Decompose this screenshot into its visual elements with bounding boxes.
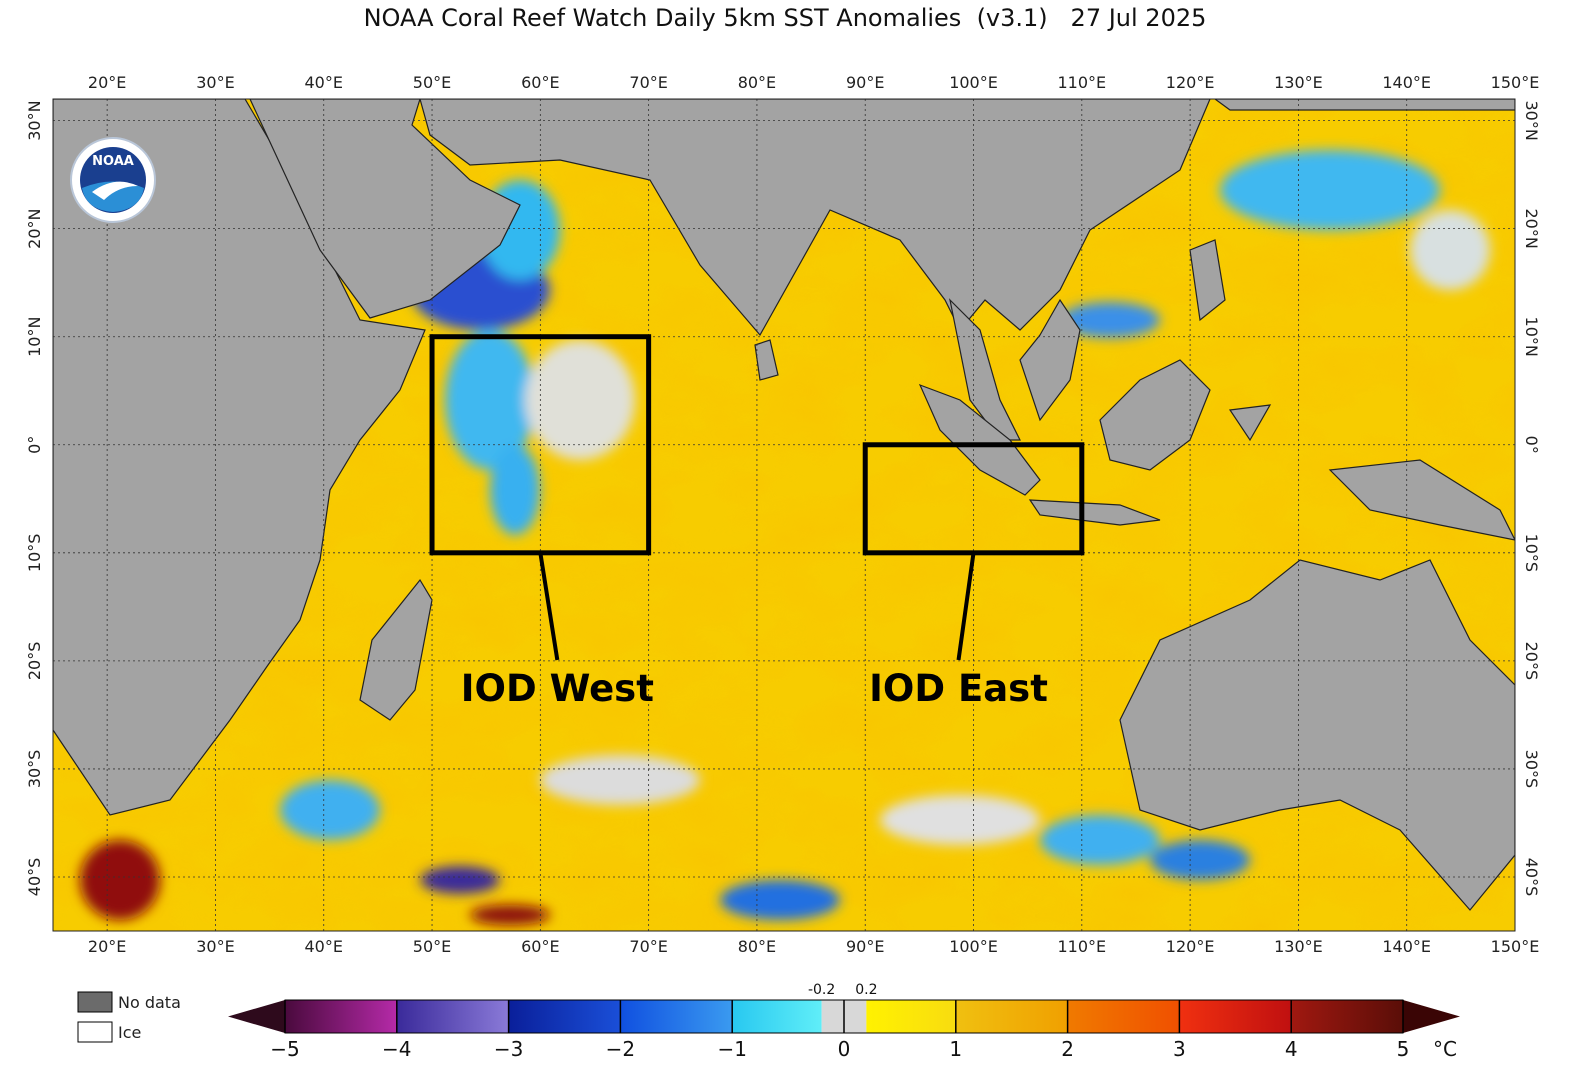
lon-label-bottom: 30°E <box>196 937 234 956</box>
colorbar-segment <box>955 1000 1068 1033</box>
lat-label-right: 30°S <box>1522 750 1541 789</box>
colorbar-segment <box>285 1000 397 1033</box>
lat-label-left: 0° <box>25 436 44 454</box>
lon-label-top: 150°E <box>1491 73 1540 92</box>
colorbar-minor-label: -0.2 <box>808 982 835 998</box>
lon-label-bottom: 120°E <box>1166 937 1215 956</box>
colorbar-minor-label: 0.2 <box>855 982 877 998</box>
lon-label-bottom: 110°E <box>1057 937 1106 956</box>
colorbar-tick-label: 4 <box>1285 1037 1298 1061</box>
lon-label-top: 60°E <box>521 73 559 92</box>
map-frame <box>52 98 1516 932</box>
colorbar-segment <box>396 1000 509 1033</box>
lon-label-bottom: 40°E <box>305 937 343 956</box>
lon-label-bottom: 130°E <box>1274 937 1323 956</box>
region-leader <box>956 552 976 661</box>
lon-label-top: 40°E <box>305 73 343 92</box>
legend-swatch <box>77 1021 113 1043</box>
lat-label-left: 40°S <box>25 858 44 897</box>
region-label: IOD East <box>869 667 1048 710</box>
lon-label-bottom: 100°E <box>949 937 998 956</box>
lon-label-bottom: 150°E <box>1491 937 1540 956</box>
colorbar-tick-label: −4 <box>382 1037 411 1061</box>
colorbar-tick-label: 0 <box>838 1037 851 1061</box>
colorbar-segment <box>508 1000 621 1033</box>
lon-label-bottom: 140°E <box>1382 937 1431 956</box>
lat-label-right: 10°N <box>1522 317 1541 357</box>
lon-label-bottom: 90°E <box>846 937 884 956</box>
lat-label-left: 20°S <box>25 642 44 681</box>
colorbar-tick-label: 5 <box>1397 1037 1410 1061</box>
colorbar-tick-label: −5 <box>270 1037 299 1061</box>
lat-label-left: 10°N <box>25 317 44 357</box>
legend-swatch <box>77 991 113 1013</box>
lat-label-right: 30°N <box>1522 100 1541 140</box>
region-box <box>862 442 1085 556</box>
lat-label-right: 20°S <box>1522 642 1541 681</box>
lon-label-top: 140°E <box>1382 73 1431 92</box>
map-area: IOD West IOD East <box>53 99 1515 931</box>
lat-label-right: 40°S <box>1522 858 1541 897</box>
lon-label-bottom: 60°E <box>521 937 559 956</box>
lon-label-top: 50°E <box>413 73 451 92</box>
logo-text: NOAA <box>92 154 134 169</box>
colorbar-tick-label: −3 <box>494 1037 523 1061</box>
colorbar-segment <box>866 1000 956 1033</box>
lon-label-top: 130°E <box>1274 73 1323 92</box>
lon-label-top: 110°E <box>1057 73 1106 92</box>
lat-label-right: 0° <box>1522 436 1541 454</box>
lon-label-top: 80°E <box>738 73 776 92</box>
map-title: NOAA Coral Reef Watch Daily 5km SST Anom… <box>364 4 1207 32</box>
region-label: IOD West <box>461 667 654 710</box>
lat-label-left: 20°N <box>25 208 44 248</box>
axis-labels: 20°E 20°E 30°E 30°E 40°E 40°E 50°E 50°E 60°E 60°E… <box>25 73 1541 956</box>
colorbar-tick-label: −1 <box>717 1037 746 1061</box>
lon-label-bottom: 50°E <box>413 937 451 956</box>
colorbar-segment <box>1291 1000 1403 1033</box>
lon-label-bottom: 80°E <box>738 937 776 956</box>
lon-label-top: 20°E <box>88 73 126 92</box>
lon-label-top: 100°E <box>949 73 998 92</box>
colorbar-segment <box>1067 1000 1180 1033</box>
lon-label-top: 120°E <box>1166 73 1215 92</box>
lat-label-left: 30°N <box>25 100 44 140</box>
lat-label-right: 10°S <box>1522 534 1541 573</box>
lon-label-top: 30°E <box>196 73 234 92</box>
colorbar-tick-label: 3 <box>1173 1037 1186 1061</box>
legend-label: No data <box>118 993 181 1012</box>
lon-label-top: 90°E <box>846 73 884 92</box>
colorbar-segment <box>620 1000 733 1033</box>
lat-label-left: 10°S <box>25 534 44 573</box>
noaa-logo: NOAA <box>70 137 156 223</box>
colorbar-tick-label: 1 <box>949 1037 962 1061</box>
legend: No data Ice <box>77 991 181 1043</box>
colorbar-tick-label: 2 <box>1061 1037 1074 1061</box>
colorbar-over <box>1403 1000 1460 1033</box>
colorbar-tick-label: −2 <box>606 1037 635 1061</box>
colorbar-segment <box>732 1000 822 1033</box>
legend-label: Ice <box>118 1023 141 1042</box>
region-leader <box>538 552 560 661</box>
colorbar-under <box>228 1000 285 1033</box>
lon-label-bottom: 70°E <box>629 937 667 956</box>
regions: IOD West IOD East <box>429 334 1085 710</box>
lat-label-left: 30°S <box>25 750 44 789</box>
colorbar-unit: °C <box>1433 1037 1457 1061</box>
land <box>53 99 1515 911</box>
lon-label-top: 70°E <box>629 73 667 92</box>
colorbar-segment <box>1179 1000 1292 1033</box>
lon-label-bottom: 20°E <box>88 937 126 956</box>
colorbar: −5 −4 −3 −2 −1 0 1 2 3 4 5 -0.2 0.2 °C <box>228 982 1460 1061</box>
anomaly-blobs <box>80 150 1490 925</box>
lat-label-right: 20°N <box>1522 208 1541 248</box>
